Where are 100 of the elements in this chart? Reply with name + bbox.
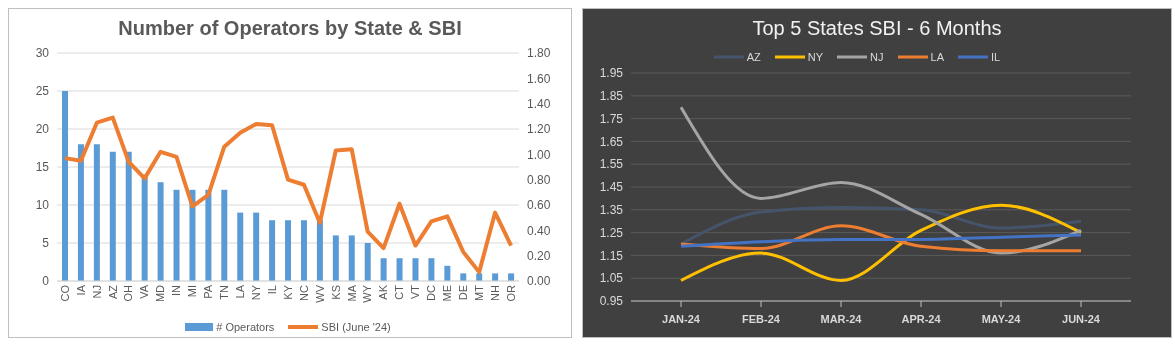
y-tick-label: 1.35 bbox=[599, 203, 624, 218]
x-tick-label: MAY-24 bbox=[981, 312, 1022, 325]
bar bbox=[93, 144, 100, 281]
bar bbox=[332, 235, 339, 281]
x-tick-label: LA bbox=[234, 284, 247, 299]
bar bbox=[173, 189, 180, 281]
x-tick-label: KS bbox=[329, 285, 342, 300]
line-series bbox=[679, 105, 1083, 255]
bar bbox=[269, 220, 276, 281]
y-tick-label: 0 bbox=[42, 274, 50, 289]
x-tick-label: KY bbox=[281, 284, 294, 300]
x-tick-label: APR-24 bbox=[901, 312, 942, 325]
x-tick-label: AZ bbox=[106, 284, 119, 300]
y2-tick-label: 0.40 bbox=[527, 223, 551, 238]
x-tick-label: JUN-24 bbox=[1062, 312, 1101, 325]
x-tick-label: NH bbox=[488, 284, 501, 301]
y-tick-label: 1.55 bbox=[599, 157, 624, 172]
x-tick-label: VA bbox=[138, 284, 151, 299]
y-tick-label: 0.95 bbox=[599, 294, 624, 309]
line-series bbox=[679, 233, 1083, 248]
y2-tick-label: 0.20 bbox=[527, 248, 551, 263]
bar bbox=[300, 220, 307, 281]
y-tick-label: 1.65 bbox=[599, 134, 624, 149]
bar bbox=[364, 243, 371, 281]
bar bbox=[428, 258, 435, 281]
bar bbox=[492, 273, 499, 281]
x-tick-label: IN bbox=[170, 284, 183, 296]
x-tick-label: TN bbox=[218, 284, 231, 300]
chart-title: Number of Operators by State & SBI bbox=[117, 16, 463, 41]
y2-tick-label: 1.20 bbox=[527, 122, 551, 137]
x-tick-label: WV bbox=[313, 284, 326, 303]
line-series bbox=[679, 224, 1083, 253]
bar bbox=[157, 182, 164, 281]
x-tick-label: MT bbox=[472, 284, 485, 301]
bar bbox=[460, 273, 467, 281]
y2-tick-label: 0.60 bbox=[527, 198, 551, 213]
x-tick-label: WY bbox=[361, 284, 374, 303]
legend-label: NY bbox=[807, 51, 824, 63]
bar bbox=[125, 151, 132, 281]
x-tick-label: MA bbox=[345, 284, 358, 302]
x-tick-label: MI bbox=[186, 285, 199, 298]
y2-tick-label: 1.00 bbox=[527, 147, 551, 162]
y-tick-label: 1.25 bbox=[599, 225, 624, 240]
x-tick-label: MAR-24 bbox=[820, 312, 863, 325]
x-tick-label: VT bbox=[409, 284, 422, 300]
x-tick-label: PA bbox=[202, 284, 215, 299]
y-tick-label: 5 bbox=[42, 236, 50, 251]
line-series bbox=[679, 206, 1083, 246]
bar bbox=[237, 212, 244, 281]
x-tick-label: NC bbox=[297, 284, 310, 301]
y-tick-label: 25 bbox=[35, 84, 50, 99]
x-tick-label: IA bbox=[74, 284, 87, 296]
legend-label: LA bbox=[930, 51, 945, 63]
bar bbox=[444, 265, 451, 281]
x-tick-label: FEB-24 bbox=[742, 312, 781, 325]
x-tick-label: IL bbox=[265, 285, 278, 295]
x-tick-label: DC bbox=[425, 284, 438, 301]
x-tick-label: NJ bbox=[90, 285, 103, 299]
y-tick-label: 10 bbox=[35, 198, 50, 213]
y-tick-label: 1.95 bbox=[599, 66, 624, 81]
y2-tick-label: 0.80 bbox=[527, 172, 551, 187]
legend-label: SBI (June '24) bbox=[321, 321, 391, 333]
bar bbox=[380, 258, 387, 281]
y-tick-label: 20 bbox=[35, 122, 50, 137]
x-tick-label: JAN-24 bbox=[662, 312, 701, 325]
y-tick-label: 1.85 bbox=[599, 89, 624, 104]
bar bbox=[62, 91, 68, 281]
y2-tick-label: 1.80 bbox=[527, 46, 551, 61]
line-series bbox=[62, 115, 514, 275]
x-tick-label: AK bbox=[377, 284, 390, 300]
y-tick-label: 1.05 bbox=[599, 271, 624, 286]
y2-tick-label: 1.60 bbox=[527, 71, 551, 86]
bar bbox=[109, 151, 116, 281]
bar bbox=[316, 220, 323, 281]
x-tick-label: MD bbox=[154, 284, 167, 303]
y2-tick-label: 1.40 bbox=[527, 96, 551, 111]
y-tick-label: 1.45 bbox=[599, 180, 624, 195]
x-tick-label: CO bbox=[58, 284, 71, 302]
x-tick-label: OR bbox=[504, 284, 517, 302]
bar bbox=[396, 258, 403, 281]
x-tick-label: CT bbox=[393, 284, 406, 300]
x-tick-label: ME bbox=[441, 285, 454, 302]
legend-label: AZ bbox=[746, 51, 761, 63]
legend-label: IL bbox=[991, 51, 1001, 63]
x-tick-label: NY bbox=[249, 284, 262, 301]
line-series bbox=[679, 203, 1083, 282]
bar bbox=[77, 144, 84, 281]
bar bbox=[205, 189, 212, 281]
x-tick-label: DE bbox=[457, 285, 470, 301]
bar bbox=[412, 258, 419, 281]
y-tick-label: 15 bbox=[35, 160, 50, 175]
legend-label: # Operators bbox=[216, 321, 275, 333]
y2-tick-label: 0.00 bbox=[527, 274, 551, 289]
bar bbox=[253, 212, 260, 281]
bar bbox=[285, 220, 292, 281]
bar bbox=[141, 174, 148, 281]
x-tick-label: OH bbox=[122, 284, 135, 302]
chart-title: Top 5 States SBI - 6 Months bbox=[751, 16, 1003, 41]
y-tick-label: 30 bbox=[35, 46, 50, 61]
bar bbox=[508, 273, 515, 281]
